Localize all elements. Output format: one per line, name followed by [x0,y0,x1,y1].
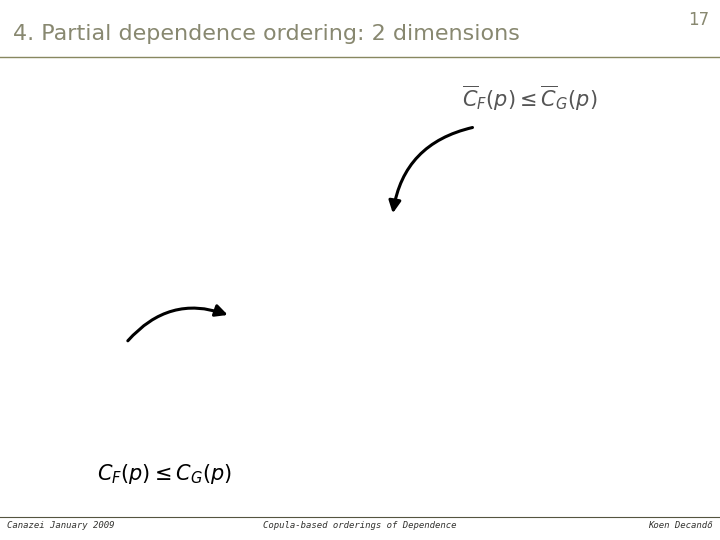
FancyArrowPatch shape [390,127,472,210]
Text: Canazei January 2009: Canazei January 2009 [7,521,114,530]
FancyArrowPatch shape [128,306,225,341]
Text: 4. Partial dependence ordering: 2 dimensions: 4. Partial dependence ordering: 2 dimens… [13,24,520,44]
Text: $\overline{C}_F(p) \leq \overline{C}_G(p)$: $\overline{C}_F(p) \leq \overline{C}_G(p… [462,84,598,113]
Text: Copula-based orderings of Dependence: Copula-based orderings of Dependence [264,521,456,530]
Text: Koen Decandő: Koen Decandő [648,521,713,530]
Text: $C_F(p) \leq C_G(p)$: $C_F(p) \leq C_G(p)$ [97,462,232,485]
Text: 17: 17 [688,11,709,29]
